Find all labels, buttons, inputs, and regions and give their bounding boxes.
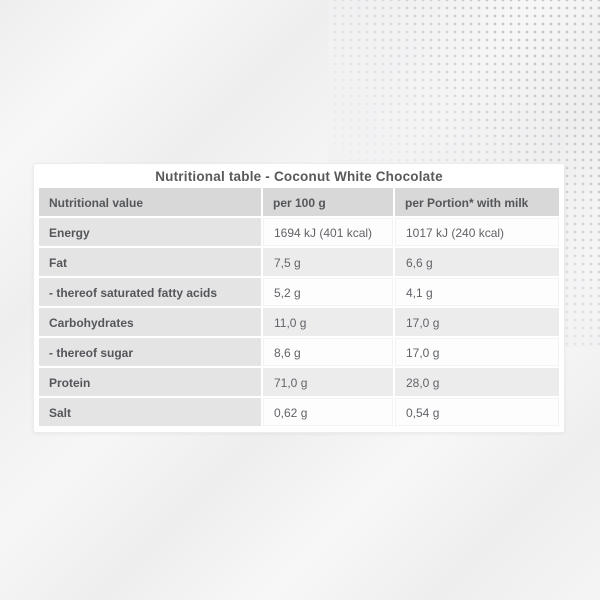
row-label: Fat <box>39 248 261 276</box>
row-label: - thereof sugar <box>39 338 261 366</box>
row-label: Carbohydrates <box>39 308 261 336</box>
column-header-nutritional-value: Nutritional value <box>39 188 261 216</box>
table-row-fat: Fat 7,5 g 6,6 g <box>39 248 559 276</box>
value-per-portion: 0,54 g <box>395 398 559 426</box>
value-per-100g: 5,2 g <box>263 278 393 306</box>
value-per-100g: 8,6 g <box>263 338 393 366</box>
nutrition-card: Nutritional table - Coconut White Chocol… <box>33 163 565 433</box>
value-per-100g: 71,0 g <box>263 368 393 396</box>
table-row-saturated-fatty-acids: - thereof saturated fatty acids 5,2 g 4,… <box>39 278 559 306</box>
column-header-per-portion: per Portion* with milk <box>395 188 559 216</box>
value-per-100g: 1694 kJ (401 kcal) <box>263 218 393 246</box>
row-label: Protein <box>39 368 261 396</box>
value-per-100g: 7,5 g <box>263 248 393 276</box>
value-per-100g: 0,62 g <box>263 398 393 426</box>
value-per-portion: 17,0 g <box>395 308 559 336</box>
table-header-row: Nutritional value per 100 g per Portion*… <box>39 188 559 216</box>
value-per-portion: 1017 kJ (240 kcal) <box>395 218 559 246</box>
value-per-portion: 4,1 g <box>395 278 559 306</box>
value-per-portion: 28,0 g <box>395 368 559 396</box>
value-per-portion: 6,6 g <box>395 248 559 276</box>
row-label: - thereof saturated fatty acids <box>39 278 261 306</box>
table-row-carbohydrates: Carbohydrates 11,0 g 17,0 g <box>39 308 559 336</box>
nutrition-table-title: Nutritional table - Coconut White Chocol… <box>155 169 443 184</box>
row-label: Energy <box>39 218 261 246</box>
table-row-salt: Salt 0,62 g 0,54 g <box>39 398 559 426</box>
value-per-100g: 11,0 g <box>263 308 393 336</box>
value-per-portion: 17,0 g <box>395 338 559 366</box>
nutrition-table: Nutritional value per 100 g per Portion*… <box>37 186 561 428</box>
row-label: Salt <box>39 398 261 426</box>
table-row-protein: Protein 71,0 g 28,0 g <box>39 368 559 396</box>
table-row-energy: Energy 1694 kJ (401 kcal) 1017 kJ (240 k… <box>39 218 559 246</box>
table-row-sugar: - thereof sugar 8,6 g 17,0 g <box>39 338 559 366</box>
column-header-per-100g: per 100 g <box>263 188 393 216</box>
